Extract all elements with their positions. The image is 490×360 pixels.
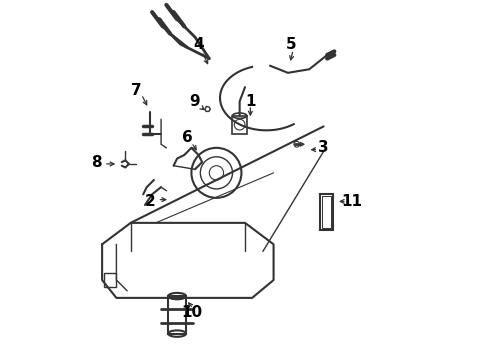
Text: 6: 6 (182, 130, 193, 145)
Text: 2: 2 (145, 194, 156, 209)
Text: 8: 8 (92, 155, 102, 170)
Text: 11: 11 (342, 194, 363, 209)
Text: 10: 10 (181, 305, 202, 320)
Text: 1: 1 (245, 94, 256, 109)
Text: 3: 3 (318, 140, 329, 156)
Text: 5: 5 (286, 37, 297, 52)
Text: 7: 7 (131, 83, 141, 98)
Text: 4: 4 (193, 37, 204, 52)
Text: 9: 9 (190, 94, 200, 109)
